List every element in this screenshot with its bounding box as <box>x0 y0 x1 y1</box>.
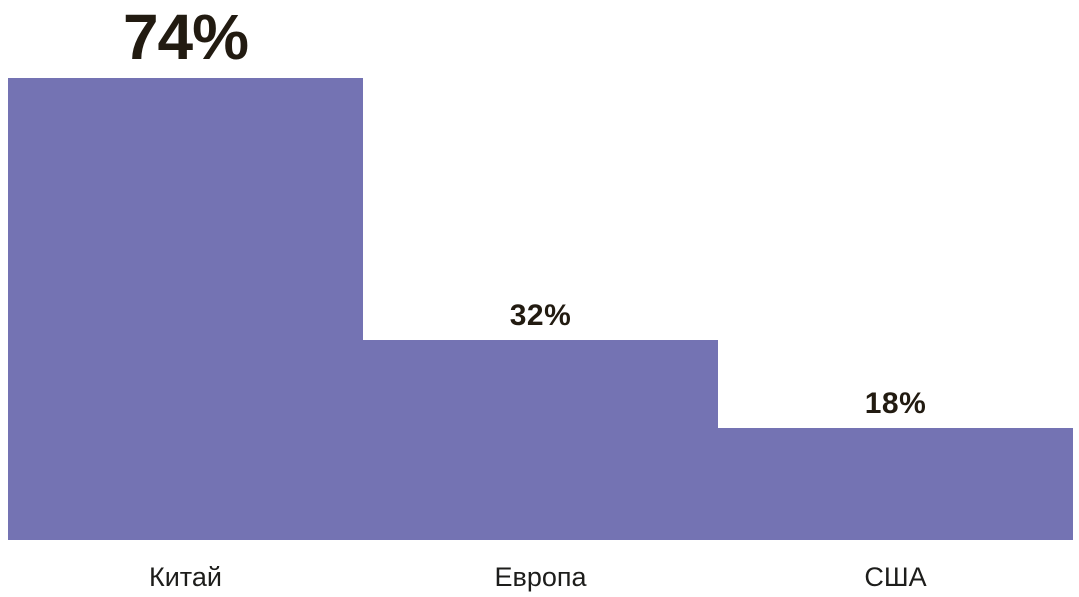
category-label: Европа <box>494 562 587 592</box>
bar <box>718 428 1073 540</box>
bar-value-label: 74% <box>122 1 249 73</box>
category-label: Китай <box>149 562 222 592</box>
bar <box>363 340 718 540</box>
category-label: США <box>864 562 927 592</box>
bar-column: 32% <box>363 0 718 540</box>
x-axis-labels: Китай Европа США <box>8 562 1073 593</box>
bar <box>8 78 363 540</box>
bar-chart: 74% 32% 18% Китай Европа США <box>8 0 1073 597</box>
plot-area: 74% 32% 18% <box>8 0 1073 540</box>
bar-column: 74% <box>8 0 363 540</box>
bar-value-label: 32% <box>509 299 572 332</box>
bar-value-label: 18% <box>864 387 927 420</box>
bar-column: 18% <box>718 0 1073 540</box>
